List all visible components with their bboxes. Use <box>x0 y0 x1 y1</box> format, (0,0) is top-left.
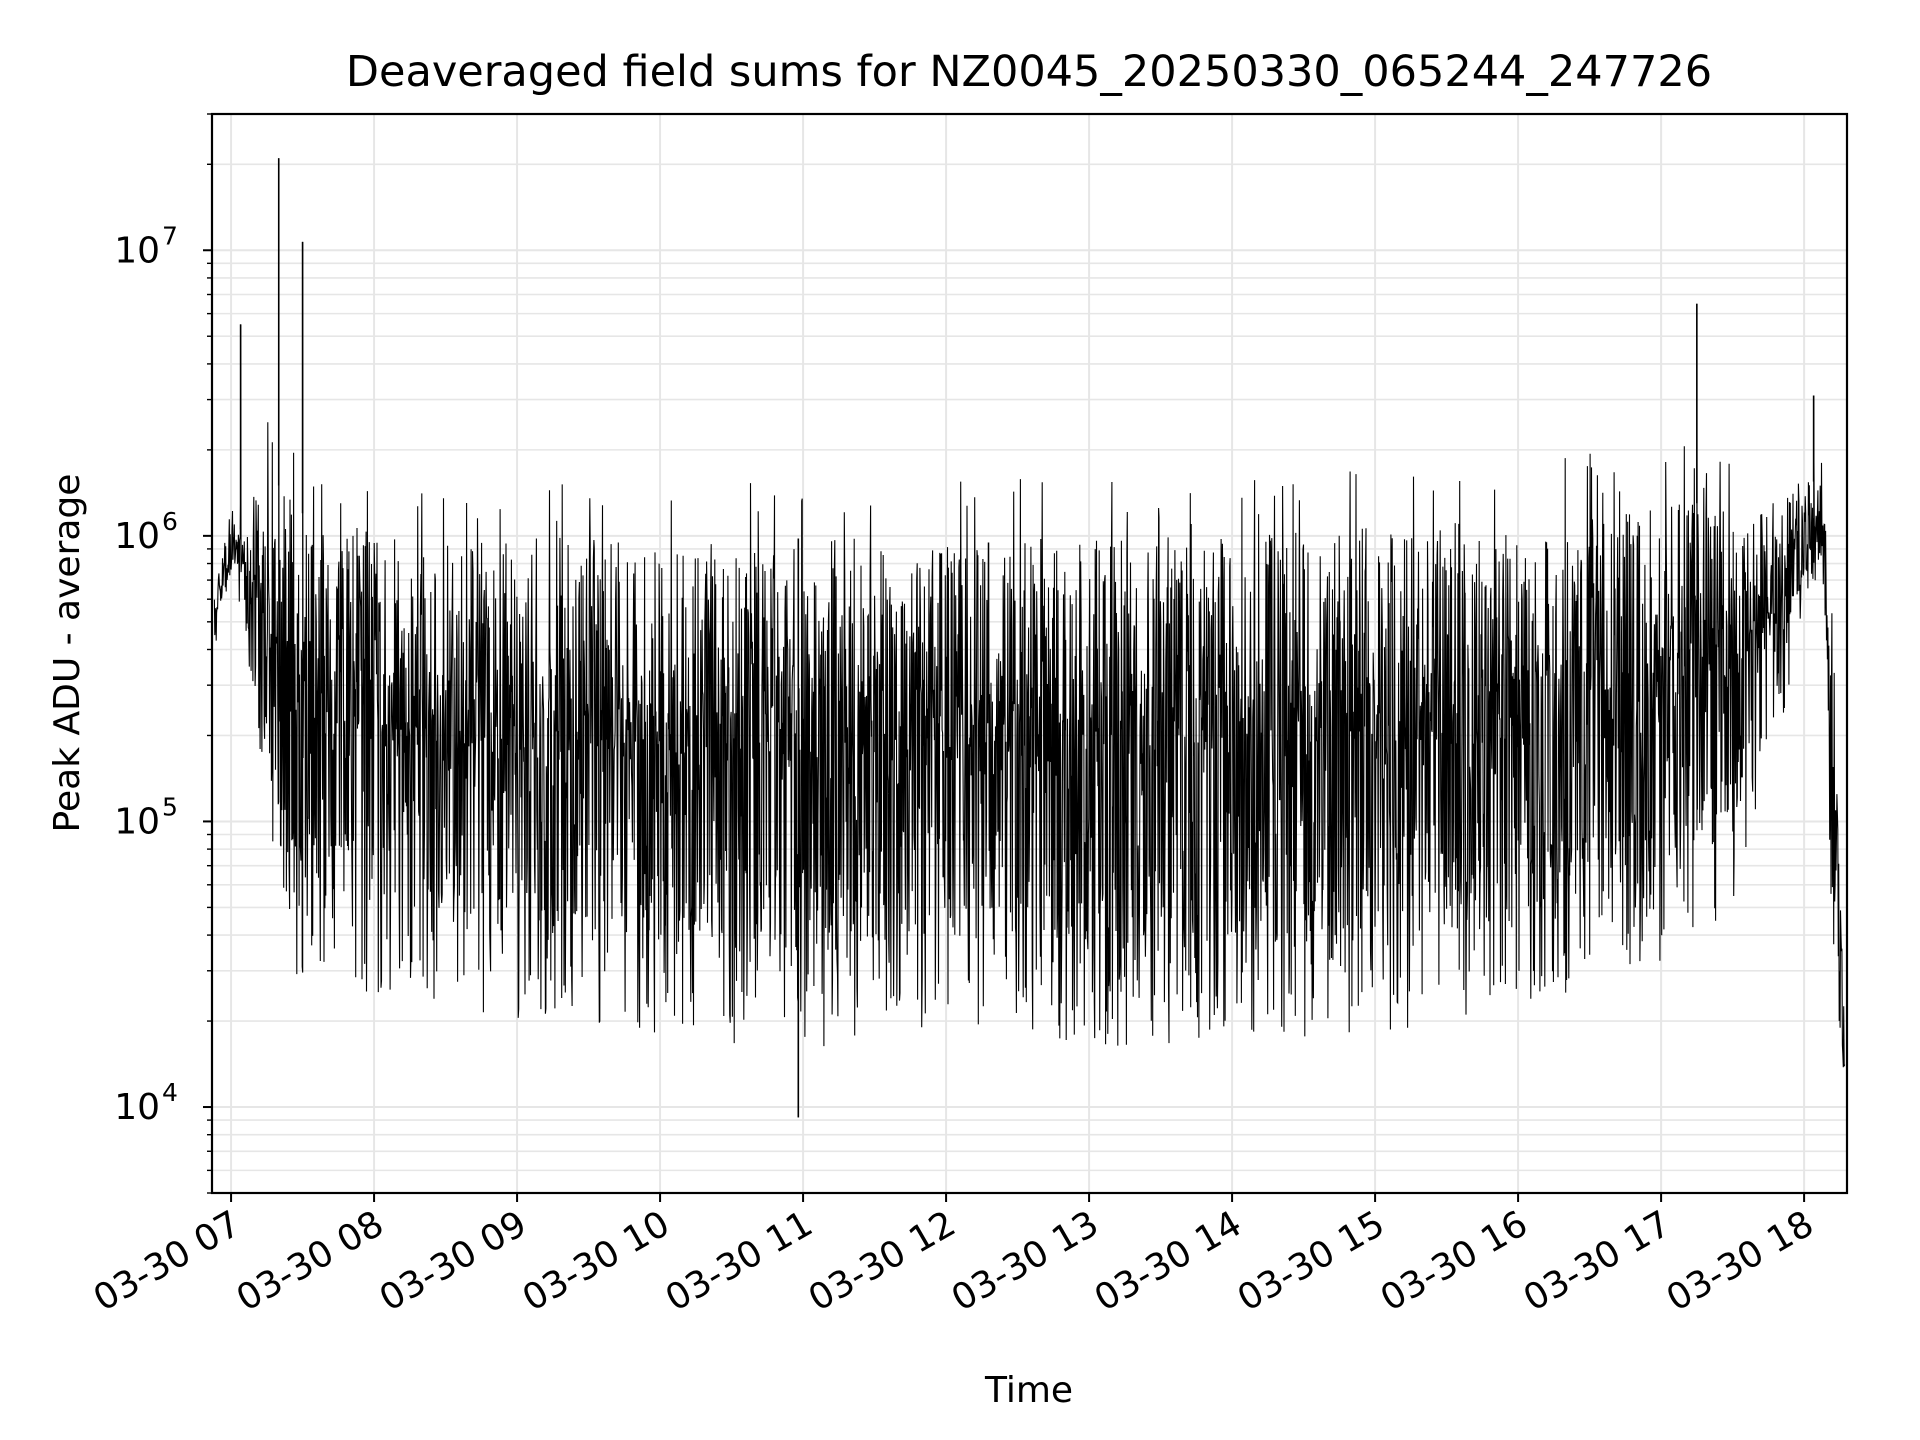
y-tick-label: 10 <box>114 230 160 271</box>
series-line <box>213 158 1846 1118</box>
plot-frame <box>210 112 1849 1195</box>
chart-title: Deaveraged field sums for NZ0045_2025033… <box>346 47 1712 97</box>
series-line-group <box>213 158 1846 1118</box>
y-tick-label: 10 <box>114 801 160 842</box>
y-tick-label: 10 <box>114 516 160 557</box>
grid <box>212 113 1847 1194</box>
x-axis-label: Time <box>984 1370 1073 1411</box>
y-tick-label-exponent: 4 <box>162 1078 178 1107</box>
y-tick-label: 10 <box>114 1087 160 1128</box>
y-tick-label-exponent: 7 <box>162 221 178 250</box>
y-axis-label: Peak ADU - average <box>47 474 88 833</box>
y-tick-label-exponent: 6 <box>162 507 178 536</box>
y-tick-label-exponent: 5 <box>162 792 178 821</box>
